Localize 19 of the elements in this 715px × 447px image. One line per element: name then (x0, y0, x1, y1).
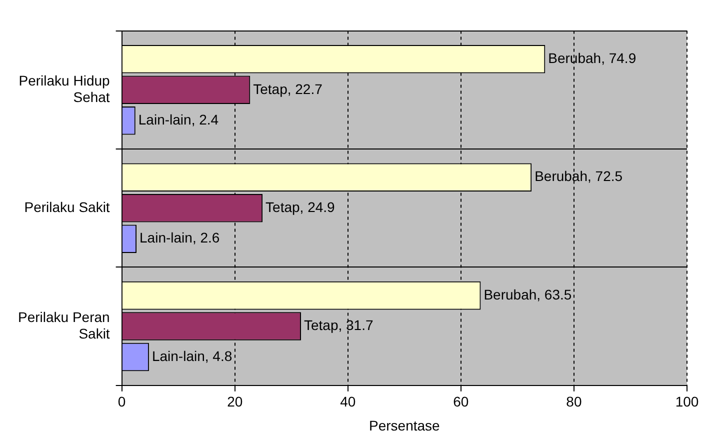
x-tick-label: 60 (453, 394, 469, 410)
data-label: Lain-lain, 2.6 (140, 230, 220, 246)
x-tick-label: 80 (566, 394, 582, 410)
data-label: Berubah, 63.5 (484, 286, 572, 302)
x-axis-title: Persentase (369, 417, 440, 434)
data-label: Lain-lain, 2.4 (138, 111, 219, 128)
x-tick-label: 0 (118, 394, 126, 410)
x-tick-label: 100 (675, 394, 699, 410)
data-label: Tetap, 31.7 (304, 317, 374, 334)
y-tick-label: Perilaku Hidup Sehat (18, 72, 110, 106)
data-label: Tetap, 24.9 (266, 198, 336, 215)
data-label: Berubah, 74.9 (548, 50, 636, 66)
data-label: Berubah, 72.5 (534, 168, 623, 184)
data-label: Lain-lain, 4.8 (152, 348, 232, 364)
y-tick-label: Perilaku Peran Sakit (18, 308, 110, 342)
y-tick-label: Perilaku Sakit (24, 198, 110, 215)
x-tick-label: 20 (227, 394, 243, 410)
x-tick-label: 40 (340, 394, 356, 410)
data-label: Tetap, 22.7 (253, 80, 323, 97)
